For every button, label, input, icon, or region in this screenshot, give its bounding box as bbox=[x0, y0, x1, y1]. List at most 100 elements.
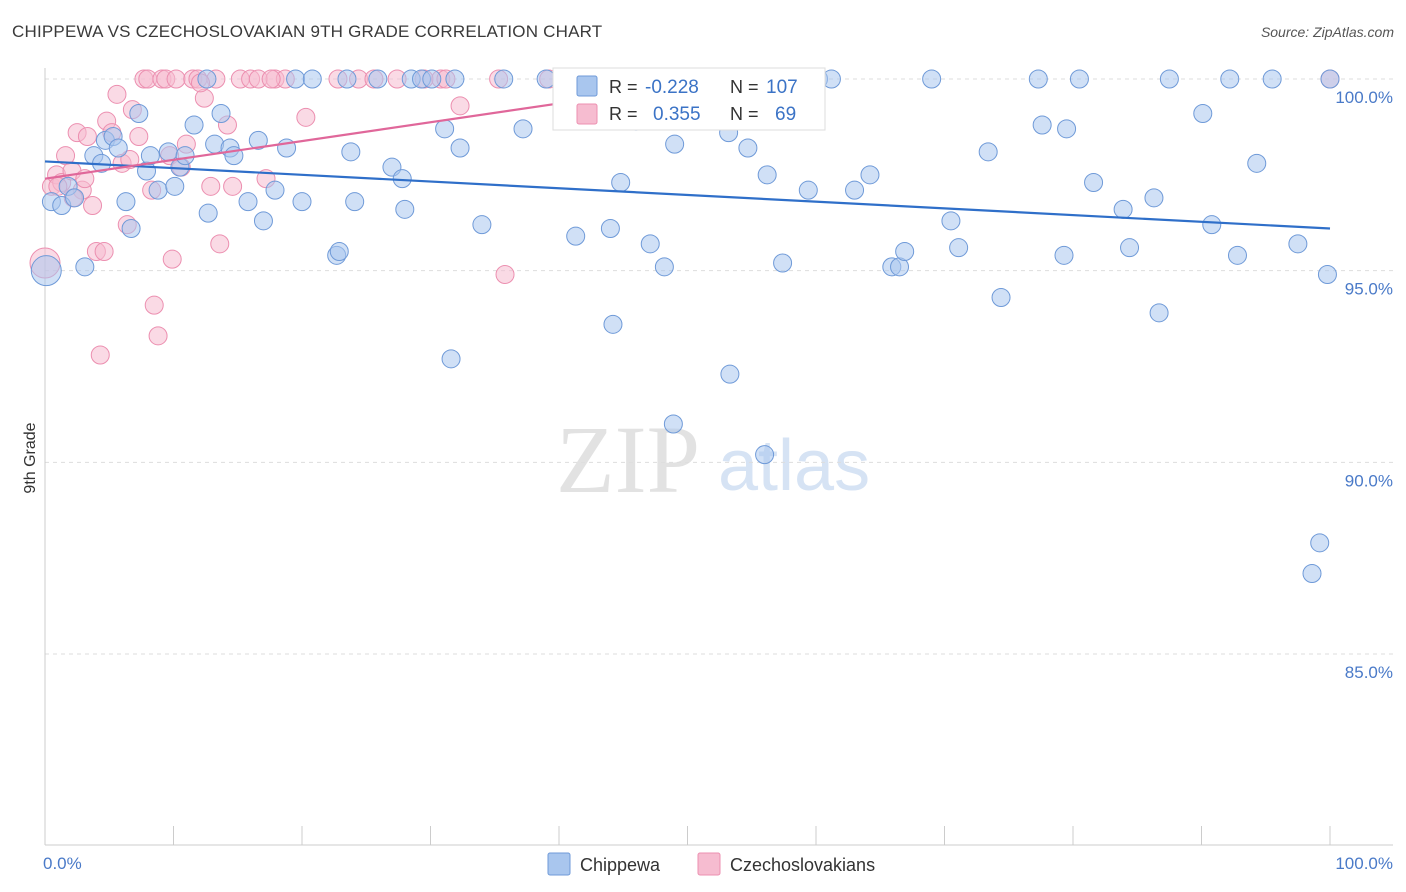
chippewa-point bbox=[1144, 188, 1164, 208]
chippewa-point bbox=[663, 414, 683, 434]
chippewa-point bbox=[341, 142, 361, 162]
czechoslovakians-point bbox=[450, 96, 470, 116]
chippewa-point bbox=[798, 180, 818, 200]
czechoslovakians-point bbox=[495, 265, 515, 284]
legend-swatch-blue bbox=[576, 75, 598, 97]
chippewa-point bbox=[895, 242, 915, 261]
chippewa-point bbox=[197, 69, 217, 89]
chippewa-point bbox=[536, 69, 556, 89]
legend-n-value-blue: 107 bbox=[766, 77, 798, 98]
chippewa-point bbox=[513, 119, 533, 139]
chippewa-point bbox=[755, 445, 775, 465]
chippewa-point bbox=[654, 257, 674, 277]
chippewa-point bbox=[600, 219, 620, 238]
legend-n-label-blue: N = bbox=[730, 77, 759, 97]
czechoslovakians-point bbox=[261, 69, 281, 89]
chippewa-point bbox=[640, 234, 660, 254]
chippewa-point bbox=[494, 69, 514, 89]
y-tick-label: 85.0% bbox=[1345, 663, 1393, 682]
chippewa-point bbox=[148, 180, 168, 200]
chippewa-point bbox=[395, 199, 415, 219]
czechoslovakians-point bbox=[166, 69, 186, 89]
correlation-legend: R = -0.228 N = 107 R = 0.355 N = 69 bbox=[552, 67, 826, 131]
legend-r-label-blue: R = bbox=[609, 77, 638, 97]
chippewa-point bbox=[1057, 119, 1077, 139]
chippewa-point bbox=[1149, 303, 1169, 323]
chippewa-point bbox=[121, 219, 141, 238]
chippewa-point bbox=[445, 69, 465, 89]
chippewa-point bbox=[1113, 199, 1133, 219]
chippewa-point bbox=[1288, 234, 1308, 254]
chippewa-point bbox=[1159, 69, 1179, 89]
czechoslovakians-point bbox=[77, 127, 97, 146]
chippewa-point bbox=[158, 142, 178, 162]
czechoslovakians-point bbox=[148, 326, 168, 346]
chippewa-point bbox=[611, 173, 631, 192]
y-axis-label: 9th Grade bbox=[22, 422, 39, 493]
x-tick-label-max: 100.0% bbox=[1335, 854, 1393, 873]
chippewa-point bbox=[773, 253, 793, 273]
chippewa-point bbox=[991, 288, 1011, 307]
chippewa-point bbox=[603, 314, 623, 334]
chippewa-point bbox=[1054, 245, 1074, 265]
chippewa-point bbox=[720, 364, 740, 384]
czechoslovakians-point bbox=[83, 196, 103, 215]
czechoslovakians-point bbox=[120, 150, 140, 169]
chippewa-point bbox=[665, 134, 685, 154]
chippewa-point bbox=[757, 165, 777, 185]
chippewa-point bbox=[1220, 69, 1240, 89]
bottom-legend-label-chippewa: Chippewa bbox=[580, 855, 661, 875]
chippewa-point bbox=[941, 211, 961, 231]
czechoslovakians-point bbox=[162, 249, 182, 269]
chippewa-point bbox=[116, 192, 136, 212]
chippewa-point bbox=[292, 192, 312, 212]
chippewa-point bbox=[472, 215, 492, 235]
chippewa-point bbox=[922, 69, 942, 89]
source-note: Source: ZipAtlas.com bbox=[1260, 24, 1394, 40]
chippewa-point bbox=[845, 180, 865, 200]
czechoslovakians-point bbox=[210, 234, 230, 254]
chippewa-point bbox=[253, 211, 273, 231]
chippewa-point bbox=[422, 69, 442, 89]
chippewa-point bbox=[1028, 69, 1048, 89]
chippewa-point bbox=[450, 138, 470, 158]
bottom-legend-label-czechoslovakians: Czechoslovakians bbox=[730, 855, 875, 875]
chippewa-point bbox=[65, 188, 85, 208]
chippewa-point bbox=[211, 104, 231, 123]
chippewa-point bbox=[860, 165, 880, 185]
czechoslovakians-point bbox=[223, 176, 243, 196]
chippewa-point bbox=[1069, 69, 1089, 89]
chippewa-point bbox=[165, 176, 185, 196]
chippewa-point bbox=[1202, 215, 1222, 235]
chippewa-point bbox=[140, 146, 160, 166]
watermark-atlas: atlas bbox=[718, 426, 870, 506]
chippewa-point bbox=[302, 69, 322, 89]
chippewa-point bbox=[1320, 69, 1340, 89]
chart-title: CHIPPEWA VS CZECHOSLOVAKIAN 9TH GRADE CO… bbox=[12, 22, 603, 41]
chippewa-point bbox=[265, 180, 285, 200]
legend-n-value-pink: 69 bbox=[775, 104, 796, 125]
y-tick-label: 90.0% bbox=[1345, 471, 1393, 490]
y-tick-label: 95.0% bbox=[1345, 280, 1393, 299]
czechoslovakians-point bbox=[129, 127, 149, 146]
chippewa-point bbox=[108, 138, 128, 158]
chippewa-trendline bbox=[44, 160, 1331, 230]
czechoslovakians-point bbox=[94, 242, 114, 261]
bottom-legend-swatch-chippewa bbox=[547, 852, 571, 876]
chippewa-point bbox=[1227, 245, 1247, 265]
chippewa-point bbox=[738, 138, 758, 158]
legend-box bbox=[552, 67, 826, 131]
chippewa-point bbox=[184, 115, 204, 135]
chippewa-point bbox=[1084, 173, 1104, 192]
legend-r-value-blue: -0.228 bbox=[645, 77, 699, 98]
chippewa-point bbox=[238, 192, 258, 212]
chippewa-point bbox=[368, 69, 388, 89]
bottom-legend: Chippewa Czechoslovakians bbox=[547, 852, 875, 876]
chippewa-point bbox=[75, 257, 95, 277]
legend-r-label-pink: R = bbox=[609, 104, 638, 124]
legend-r-value-pink: 0.355 bbox=[653, 104, 701, 125]
chippewa-point bbox=[1262, 69, 1282, 89]
chippewa-point bbox=[1120, 238, 1140, 258]
czechoslovakians-point bbox=[201, 176, 221, 196]
